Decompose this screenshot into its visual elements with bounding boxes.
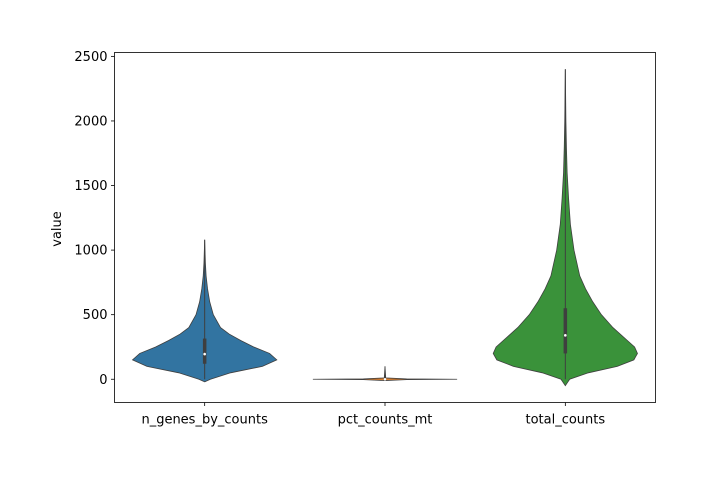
x-axis: n_genes_by_counts pct_counts_mt total_coun…: [141, 402, 605, 428]
iqr-box-n_genes_by_counts: [202, 338, 207, 364]
violin-layer: [131, 69, 638, 387]
x-tick-label: pct_counts_mt: [338, 413, 433, 428]
median-marker-n_genes_by_counts: [203, 352, 206, 356]
y-tick-label: 1500: [74, 179, 107, 194]
y-tick-label: 1000: [74, 244, 107, 259]
plot-area-frame: [114, 52, 656, 403]
y-tick-label: 500: [83, 308, 108, 323]
y-tick-label: 2000: [74, 114, 107, 129]
y-axis: 0 500 1000 1500 2000 2500: [74, 50, 115, 388]
iqr-box-total_counts: [563, 308, 568, 354]
x-tick-label: n_genes_by_counts: [141, 413, 268, 428]
x-tick-label: total_counts: [525, 413, 605, 428]
y-tick-label: 0: [99, 373, 107, 388]
median-marker-total_counts: [564, 334, 567, 337]
median-marker-pct_counts_mt: [383, 377, 387, 381]
y-tick-label: 2500: [74, 50, 107, 65]
y-axis-label: value: [50, 211, 65, 247]
